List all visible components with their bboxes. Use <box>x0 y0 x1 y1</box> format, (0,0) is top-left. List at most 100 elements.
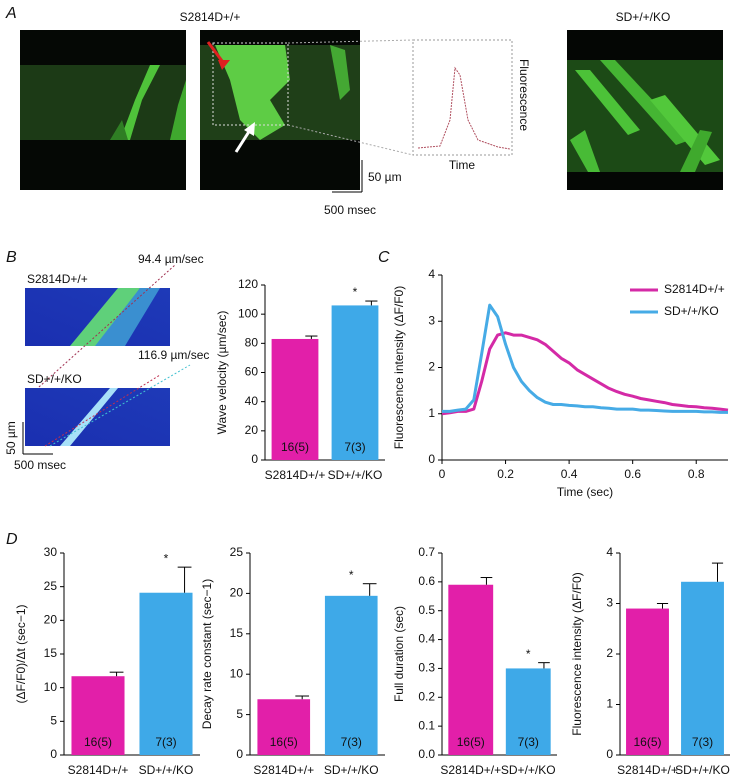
bar-label: 7(3) <box>341 735 362 749</box>
bar-label: 7(3) <box>155 735 176 749</box>
y-tick-label: 30 <box>44 545 58 559</box>
linescan <box>25 364 191 447</box>
x-tick-label: 0.2 <box>497 467 514 481</box>
x-tick-label: S2814D+/+ <box>253 763 314 777</box>
image-title: S2814D+/+ <box>27 272 88 286</box>
y-tick-label: 4 <box>428 267 435 281</box>
linescan <box>25 264 176 396</box>
x-tick-label: S2814D+/+ <box>68 763 129 777</box>
y-tick-label: 3 <box>606 596 613 610</box>
y-tick-label: 10 <box>230 666 244 680</box>
y-tick-label: 60 <box>245 365 259 379</box>
micrograph <box>200 30 414 190</box>
y-tick-label: 0 <box>606 747 613 761</box>
legend-label: S2814D+/+ <box>664 282 725 296</box>
x-tick-label: SD+/+/KO <box>501 763 556 777</box>
significance: * <box>526 647 531 661</box>
y-tick-label: 20 <box>44 613 58 627</box>
y-tick-label: 0.5 <box>418 603 435 617</box>
y-axis-label: Decay rate constant (sec−1) <box>200 579 214 729</box>
y-tick-label: 0 <box>236 747 243 761</box>
y-tick-label: 3 <box>428 313 435 327</box>
bar-label: 16(5) <box>633 735 661 749</box>
x-tick-label: S2814D+/+ <box>265 468 326 482</box>
y-tick-label: 0 <box>428 452 435 466</box>
y-tick-label: 25 <box>44 579 58 593</box>
y-tick-label: 0.1 <box>418 718 435 732</box>
y-tick-label: 2 <box>606 646 613 660</box>
x-tick-label: 0.4 <box>561 467 578 481</box>
bar <box>139 592 193 755</box>
y-tick-label: 0 <box>50 747 57 761</box>
micrograph <box>20 30 186 190</box>
image-title: S2814D+/+ <box>180 10 241 24</box>
inset: Fluorescence Time <box>412 39 531 172</box>
x-tick-label: SD+/+/KO <box>328 468 383 482</box>
y-tick-label: 0.4 <box>418 632 435 646</box>
scale-label: 50 µm <box>368 170 402 184</box>
significance: * <box>164 551 169 565</box>
x-tick-label: 0.8 <box>688 467 705 481</box>
y-tick-label: 20 <box>245 423 259 437</box>
y-tick-label: 0.6 <box>418 574 435 588</box>
micrograph <box>567 30 723 190</box>
panel-label: C <box>378 249 390 266</box>
bar-label: 7(3) <box>692 735 713 749</box>
scale-label: 500 msec <box>14 458 66 472</box>
y-axis-label: Fluorescence intensity (ΔF/F0) <box>392 286 406 449</box>
velocity-label: 94.4 µm/sec <box>138 252 204 266</box>
line-series <box>442 303 728 414</box>
bar-label: 7(3) <box>518 735 539 749</box>
y-tick-label: 0.3 <box>418 661 435 675</box>
y-tick-label: 0.7 <box>418 545 435 559</box>
bar <box>271 338 319 460</box>
x-tick-label: SD+/+/KO <box>324 763 379 777</box>
bar <box>505 668 551 755</box>
significance: * <box>353 285 358 299</box>
y-tick-label: 0.0 <box>418 747 435 761</box>
y-tick-label: 80 <box>245 336 259 350</box>
legend-label: SD+/+/KO <box>664 304 719 318</box>
scale-label: 50 µm <box>4 421 18 455</box>
y-tick-label: 2 <box>428 360 435 374</box>
bar-label: 16(5) <box>84 735 112 749</box>
panel-label: B <box>6 249 17 266</box>
bar-label: 16(5) <box>270 735 298 749</box>
y-tick-label: 1 <box>428 406 435 420</box>
y-tick-label: 40 <box>245 394 259 408</box>
y-axis-label: (ΔF/F0)/Δt (sec−1) <box>14 604 28 703</box>
x-tick-label: 0.6 <box>624 467 641 481</box>
y-tick-label: 25 <box>230 545 244 559</box>
bar <box>681 581 724 755</box>
y-tick-label: 1 <box>606 697 613 711</box>
x-tick-label: S2814D+/+ <box>440 763 501 777</box>
y-tick-label: 4 <box>606 545 613 559</box>
bar <box>257 699 311 755</box>
x-axis-label: Time (sec) <box>557 485 613 499</box>
panel-label: A <box>5 5 17 22</box>
velocity-label: 116.9 µm/sec <box>138 348 209 362</box>
bar-label: 16(5) <box>457 735 485 749</box>
inset-xlabel: Time <box>449 158 476 172</box>
bar-label: 7(3) <box>344 440 365 454</box>
bar <box>626 608 669 755</box>
y-tick-label: 120 <box>238 277 258 291</box>
y-tick-label: 15 <box>44 646 58 660</box>
x-tick-label: SD+/+/KO <box>675 763 730 777</box>
y-tick-label: 100 <box>238 306 258 320</box>
y-tick-label: 0.2 <box>418 689 435 703</box>
y-tick-label: 15 <box>230 626 244 640</box>
bar <box>331 305 379 460</box>
bar <box>324 595 378 755</box>
bar <box>448 584 494 755</box>
y-axis-label: Fluorescence intensity (ΔF/F0) <box>570 572 584 735</box>
bar <box>71 676 125 755</box>
y-tick-label: 5 <box>50 714 57 728</box>
y-tick-label: 0 <box>251 452 258 466</box>
inset-ylabel: Fluorescence <box>517 59 531 131</box>
x-tick-label: SD+/+/KO <box>139 763 194 777</box>
x-tick-label: S2814D+/+ <box>617 763 678 777</box>
y-tick-label: 20 <box>230 586 244 600</box>
